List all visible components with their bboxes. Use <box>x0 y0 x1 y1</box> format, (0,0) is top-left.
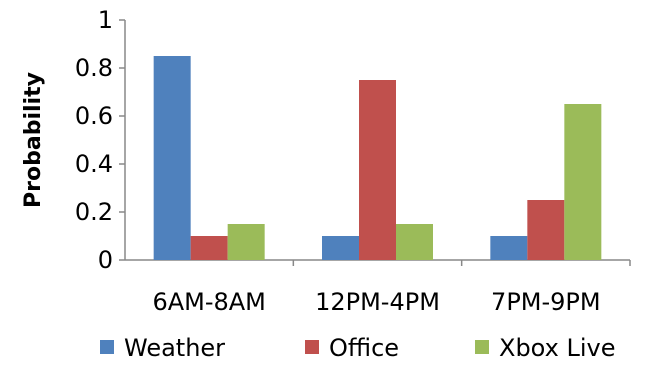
y-tick-label: 0.4 <box>75 150 113 178</box>
legend-swatch <box>475 340 489 354</box>
bar-weather <box>153 56 191 260</box>
y-tick-label: 0.2 <box>75 198 113 226</box>
legend-label: Weather <box>124 334 225 362</box>
bar-weather <box>322 236 359 260</box>
bar-office <box>359 80 396 260</box>
legend-label: Xbox Live <box>499 334 615 362</box>
category-label: 7PM-9PM <box>491 288 601 316</box>
legend: Weather Office Xbox Live <box>100 334 615 362</box>
bar-xbox-live <box>564 104 602 260</box>
y-tick-label: 0.8 <box>75 54 113 82</box>
legend-swatch <box>100 340 114 354</box>
category-labels: 6AM-8AM 12PM-4PM 7PM-9PM <box>152 288 600 316</box>
legend-swatch <box>305 340 319 354</box>
legend-label: Office <box>329 334 399 362</box>
y-tick-labels: 0 0.2 0.4 0.6 0.8 1 <box>75 6 113 274</box>
bar-xbox-live <box>396 224 433 260</box>
y-axis-label: Probability <box>21 72 46 208</box>
category-label: 12PM-4PM <box>315 288 440 316</box>
bar-office <box>527 200 565 260</box>
bars <box>153 56 602 260</box>
y-tick-label: 0 <box>98 246 113 274</box>
bar-xbox-live <box>227 224 265 260</box>
category-label: 6AM-8AM <box>152 288 265 316</box>
bar-office <box>190 236 228 260</box>
y-tick-label: 0.6 <box>75 102 113 130</box>
bar-weather <box>490 236 528 260</box>
y-tick-label: 1 <box>98 6 113 34</box>
